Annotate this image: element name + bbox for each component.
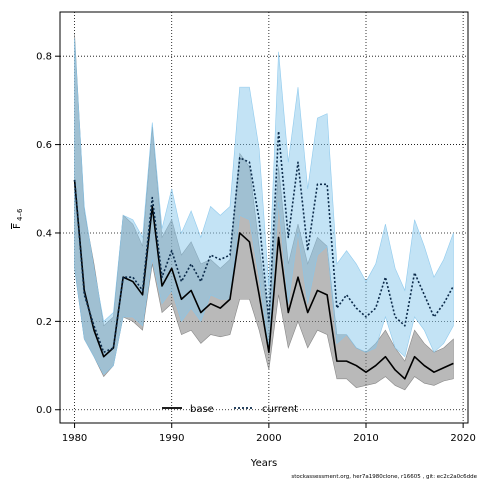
line-base <box>73 179 454 380</box>
y-tick-label-2: 0.4 <box>36 228 52 239</box>
y-axis-title-main: F <box>12 223 23 229</box>
legend: base current <box>162 404 298 415</box>
plot-frame <box>59 11 469 424</box>
y-axis-title: F 4–6 <box>12 208 24 229</box>
y-axis-title-subscript: 4–6 <box>16 208 24 221</box>
x-tick-label-2020: 2020 <box>450 433 475 444</box>
axes: 1980 1990 2000 2010 2020 0.0 0.2 0.4 0.6 0.8 <box>36 52 476 444</box>
y-tick-label-0: 0.0 <box>36 405 52 416</box>
x-tick-label-1990: 1990 <box>159 433 184 444</box>
x-axis-title: Years <box>250 458 277 469</box>
y-tick-label-4: 0.8 <box>36 52 52 63</box>
series-lines <box>73 130 455 380</box>
band-current <box>74 38 454 375</box>
confidence-bands <box>74 34 454 391</box>
legend-label-current: current <box>262 404 298 415</box>
footnote: stockassessment.org, her7a1980clone, r16… <box>291 474 477 480</box>
x-tick-label-2000: 2000 <box>256 433 281 444</box>
x-tick-label-1980: 1980 <box>62 433 87 444</box>
y-tick-label-1: 0.2 <box>36 317 52 328</box>
legend-label-base: base <box>190 404 214 415</box>
line-current <box>73 130 455 354</box>
x-tick-label-2010: 2010 <box>353 433 378 444</box>
y-tick-label-3: 0.6 <box>36 140 52 151</box>
